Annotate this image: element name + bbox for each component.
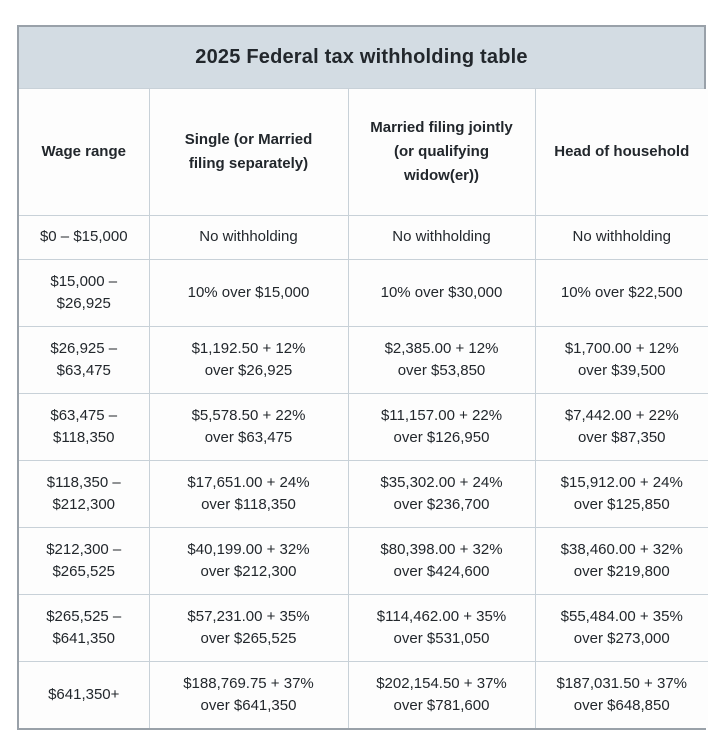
single-cell: $17,651.00 + 24% over $118,350 [148, 459, 349, 528]
married-jointly-cell: $11,157.00 + 22% over $126,950 [347, 392, 536, 461]
table-row: $15,000 – $26,925 10% over $15,000 10% o… [19, 258, 708, 327]
column-header-wage-range: Wage range [19, 89, 150, 215]
single-cell: $1,192.50 + 12% over $26,925 [148, 325, 349, 394]
single-cell: 10% over $15,000 [148, 258, 349, 327]
table-row: $63,475 – $118,350 $5,578.50 + 22% over … [19, 392, 708, 461]
wage-range-cell: $15,000 – $26,925 [19, 258, 150, 327]
header-row: Wage range Single (or Married filing sep… [19, 89, 708, 215]
table-row: $26,925 – $63,475 $1,192.50 + 12% over $… [19, 325, 708, 394]
wage-range-cell: $118,350 – $212,300 [19, 459, 150, 528]
column-header-head-of-household: Head of household [534, 89, 708, 215]
married-jointly-cell: $114,462.00 + 35% over $531,050 [347, 593, 536, 662]
married-jointly-cell: $2,385.00 + 12% over $53,850 [347, 325, 536, 394]
table-row: $265,525 – $641,350 $57,231.00 + 35% ove… [19, 593, 708, 662]
married-jointly-cell: $35,302.00 + 24% over $236,700 [347, 459, 536, 528]
column-header-married-jointly: Married filing jointly (or qualifying wi… [347, 89, 536, 215]
single-cell: $57,231.00 + 35% over $265,525 [148, 593, 349, 662]
table-title: 2025 Federal tax withholding table [19, 27, 704, 89]
head-of-household-cell: $15,912.00 + 24% over $125,850 [534, 459, 708, 528]
head-of-household-cell: $38,460.00 + 32% over $219,800 [534, 526, 708, 595]
table-row: $118,350 – $212,300 $17,651.00 + 24% ove… [19, 459, 708, 528]
table-row: $641,350+ $188,769.75 + 37% over $641,35… [19, 660, 708, 728]
wage-range-cell: $63,475 – $118,350 [19, 392, 150, 461]
married-jointly-cell: No withholding [347, 214, 536, 260]
head-of-household-cell: $1,700.00 + 12% over $39,500 [534, 325, 708, 394]
wage-range-cell: $26,925 – $63,475 [19, 325, 150, 394]
head-of-household-cell: $187,031.50 + 37% over $648,850 [534, 660, 708, 728]
wage-range-cell: $641,350+ [19, 660, 150, 728]
head-of-household-cell: No withholding [534, 214, 708, 260]
head-of-household-cell: $55,484.00 + 35% over $273,000 [534, 593, 708, 662]
married-jointly-cell: $80,398.00 + 32% over $424,600 [347, 526, 536, 595]
table-row: $212,300 – $265,525 $40,199.00 + 32% ove… [19, 526, 708, 595]
head-of-household-cell: $7,442.00 + 22% over $87,350 [534, 392, 708, 461]
single-cell: $5,578.50 + 22% over $63,475 [148, 392, 349, 461]
wage-range-cell: $0 – $15,000 [19, 214, 150, 260]
wage-range-cell: $212,300 – $265,525 [19, 526, 150, 595]
column-header-single: Single (or Married filing separately) [148, 89, 349, 215]
single-cell: $188,769.75 + 37% over $641,350 [148, 660, 349, 728]
married-jointly-cell: $202,154.50 + 37% over $781,600 [347, 660, 536, 728]
single-cell: $40,199.00 + 32% over $212,300 [148, 526, 349, 595]
tax-table: 2025 Federal tax withholding table Wage … [17, 25, 708, 730]
married-jointly-cell: 10% over $30,000 [347, 258, 536, 327]
withholding-table: Wage range Single (or Married filing sep… [19, 89, 708, 728]
head-of-household-cell: 10% over $22,500 [534, 258, 708, 327]
single-cell: No withholding [148, 214, 349, 260]
table-row: $0 – $15,000 No withholding No withholdi… [19, 214, 708, 260]
wage-range-cell: $265,525 – $641,350 [19, 593, 150, 662]
